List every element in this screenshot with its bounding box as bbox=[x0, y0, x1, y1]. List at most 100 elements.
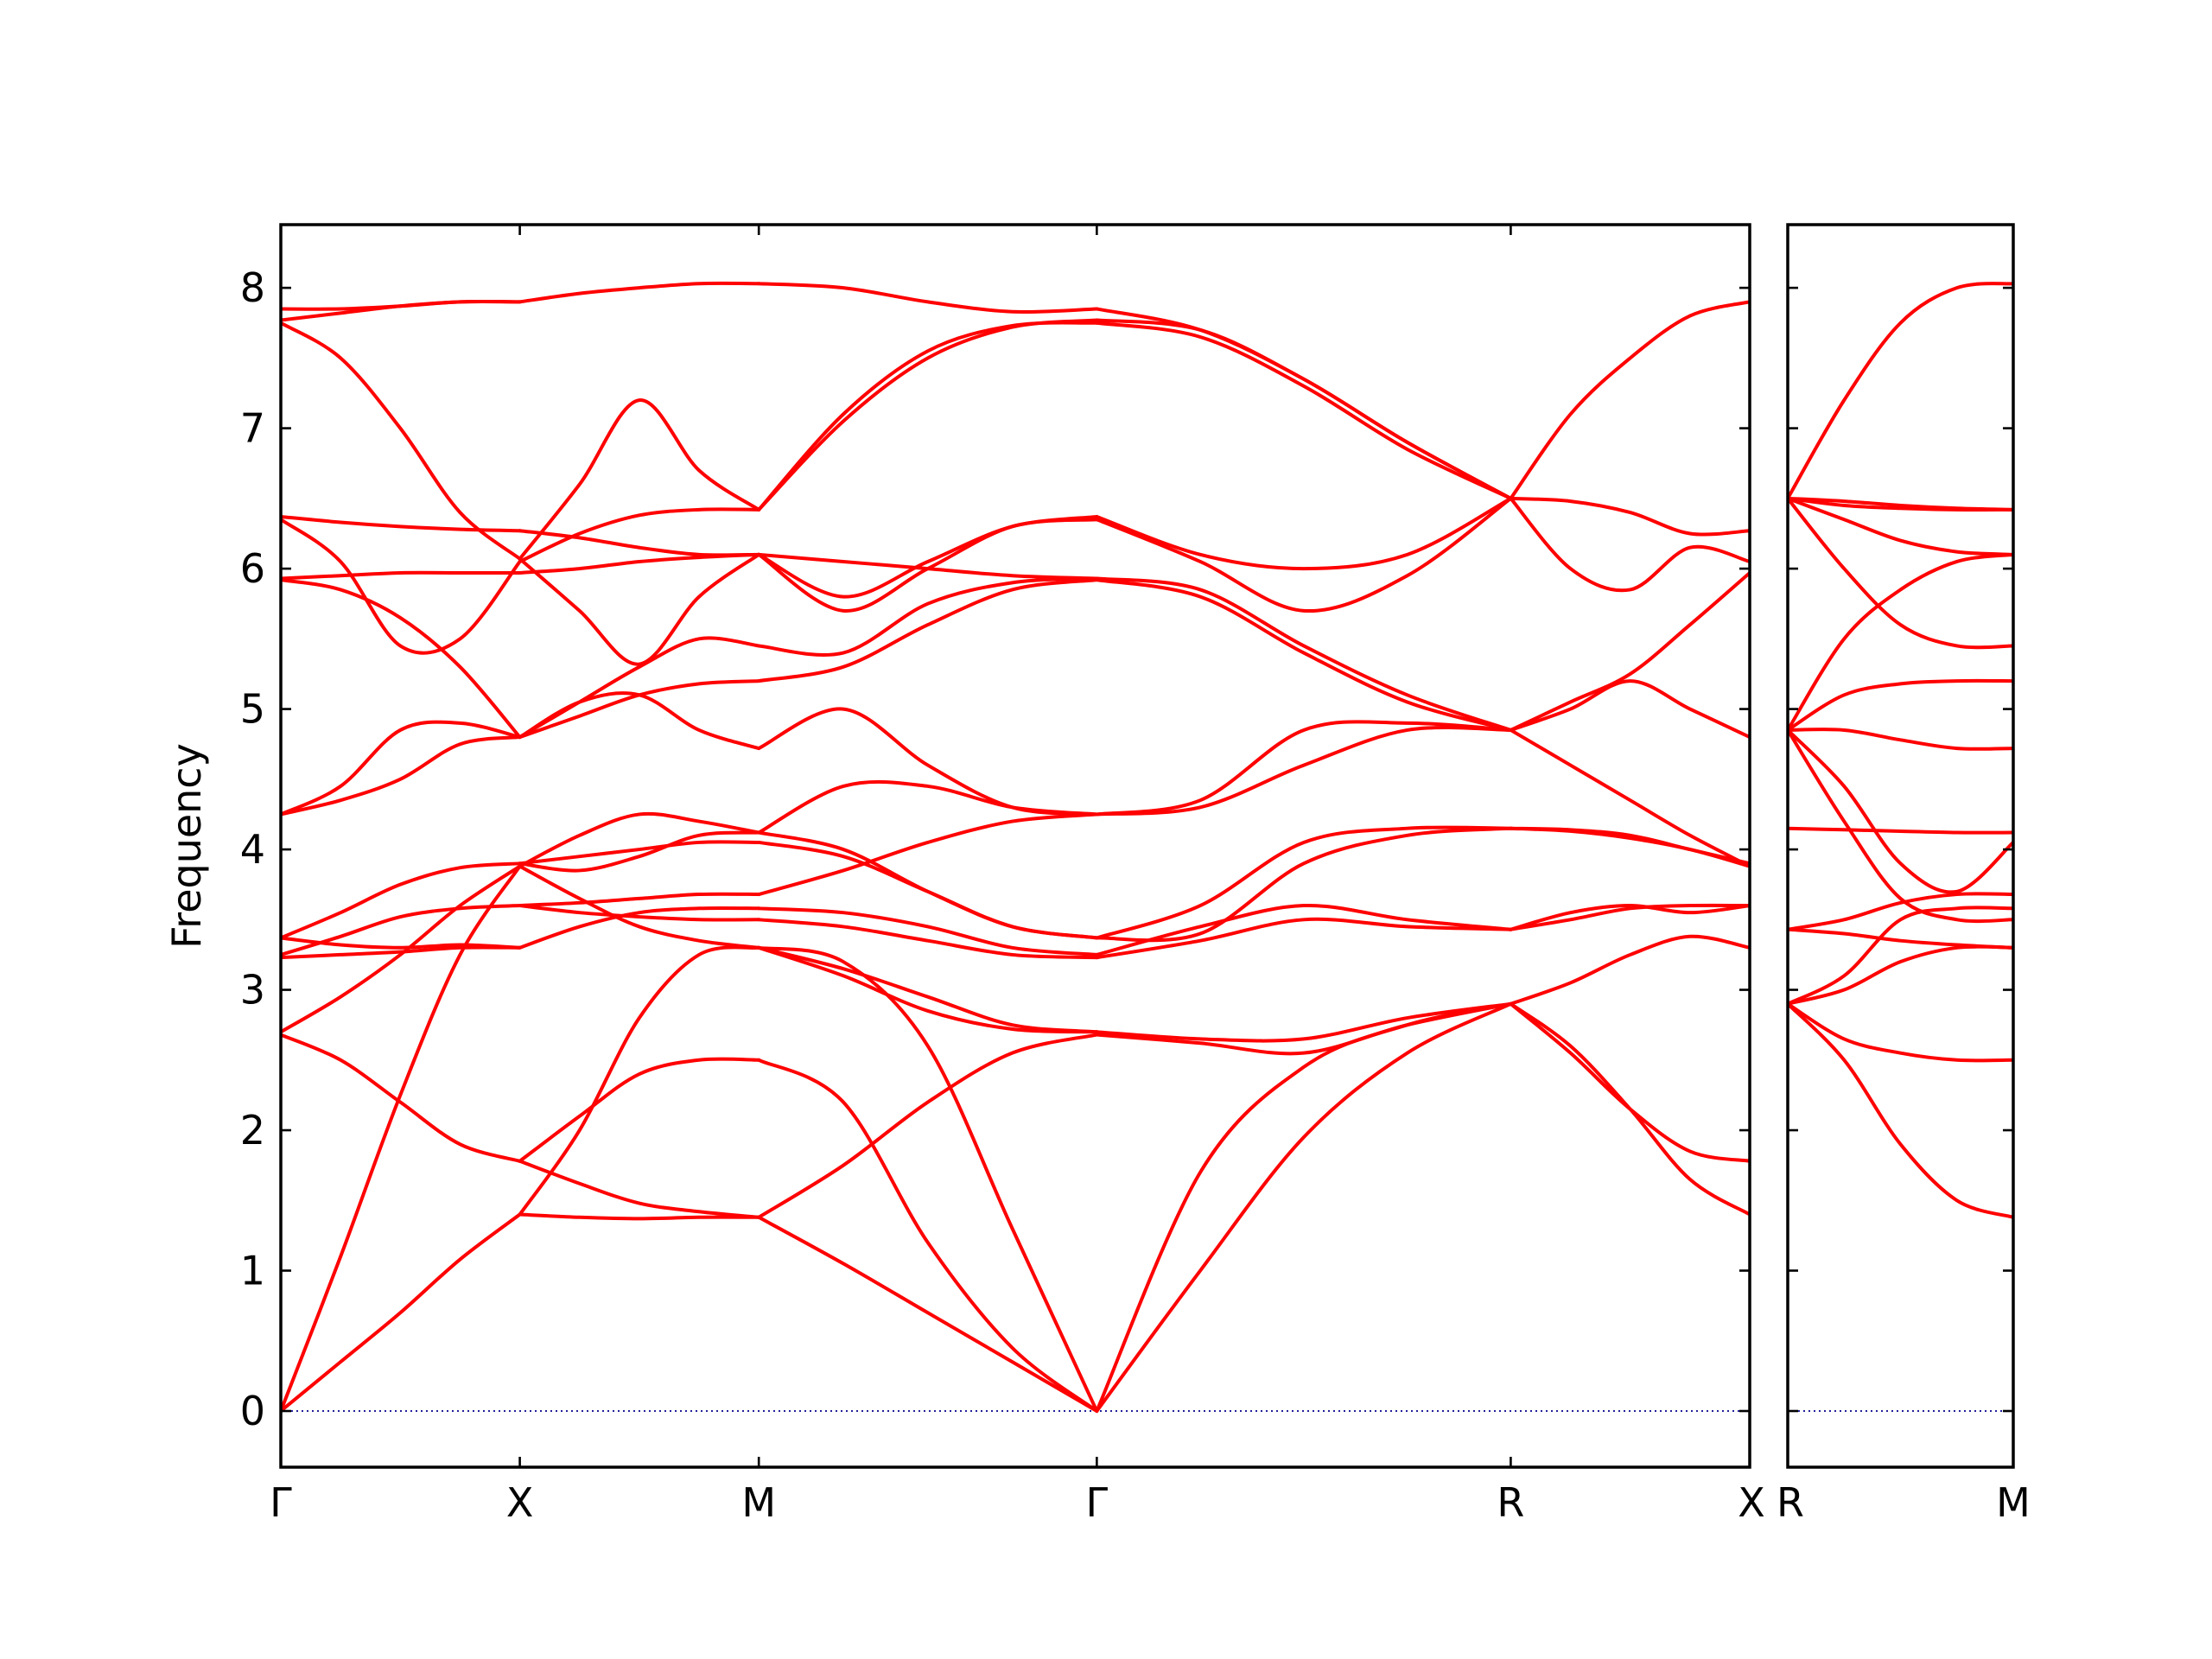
band-line-X-M-3 bbox=[518, 945, 761, 1217]
plot-frame bbox=[279, 223, 1751, 1469]
band-line-Γ-X-15 bbox=[281, 300, 522, 322]
y-tick-label: 0 bbox=[240, 1388, 265, 1434]
band-line-R-X-9 bbox=[1509, 570, 1750, 732]
band-line-R-M-7 bbox=[1788, 728, 2013, 924]
band-line-Γ-X-9 bbox=[281, 720, 522, 817]
band-line-R-M-12 bbox=[1788, 496, 2013, 650]
x-tick-label: R bbox=[1777, 1479, 1804, 1526]
band-line-Γ-X-11 bbox=[281, 570, 522, 581]
band-line-M-Γ-3 bbox=[757, 945, 1099, 1414]
y-tick-label: 7 bbox=[240, 405, 265, 452]
band-line-M-Γ-17 bbox=[757, 552, 1099, 581]
band-line-Γ-R-8 bbox=[1095, 725, 1513, 817]
band-line-X-M-4 bbox=[518, 864, 761, 950]
band-line-R-M-0 bbox=[1788, 1001, 2013, 1219]
y-axis-title: Frequency bbox=[163, 743, 210, 949]
band-line-Γ-X-16 bbox=[281, 300, 522, 311]
band-line-X-M-17 bbox=[518, 529, 761, 557]
x-tick-label: R bbox=[1497, 1479, 1524, 1526]
band-line-M-Γ-0 bbox=[757, 1215, 1099, 1414]
band-line-Γ-R-4 bbox=[1095, 917, 1513, 960]
band-line-M-Γ-15 bbox=[757, 518, 1099, 613]
band-line-Γ-R-0 bbox=[1095, 1001, 1513, 1414]
band-line-Γ-R-12 bbox=[1095, 496, 1513, 613]
band-line-R-X-7 bbox=[1509, 679, 1750, 740]
band-line-R-M-1 bbox=[1788, 1001, 2013, 1063]
band-line-X-M-0 bbox=[518, 1212, 761, 1221]
panel-main: 0 1 2 3 4 5 6 7 8 Γ X M Γ R X bbox=[240, 223, 1765, 1526]
band-line-R-M-2 bbox=[1788, 944, 2013, 1006]
band-line-Γ-X-2 bbox=[281, 1033, 522, 1163]
band-line-Γ-X-12 bbox=[281, 518, 522, 655]
band-line-Γ-R-11 bbox=[1095, 576, 1513, 732]
band-line-R-M-9 bbox=[1788, 728, 2013, 751]
band-line-R-X-4 bbox=[1509, 904, 1750, 931]
band-line-R-M-6 bbox=[1788, 826, 2013, 835]
band-line-R-M-5 bbox=[1788, 927, 2013, 950]
band-line-Γ-R-7 bbox=[1095, 826, 1513, 943]
band-line-R-X-6 bbox=[1509, 826, 1750, 866]
band-line-R-M-8 bbox=[1788, 728, 2013, 894]
band-line-Γ-X-13 bbox=[281, 514, 522, 533]
band-line-M-Γ-16 bbox=[757, 514, 1099, 599]
band-line-M-Γ-1 bbox=[757, 1058, 1099, 1414]
band-line-X-M-2 bbox=[518, 1057, 761, 1163]
band-line-R-M-15 bbox=[1788, 496, 2013, 512]
band-line-Γ-R-10 bbox=[1095, 578, 1513, 732]
band-line-R-X-1 bbox=[1509, 1001, 1750, 1217]
band-line-Γ-X-4 bbox=[281, 945, 522, 960]
x-tick-label: Γ bbox=[270, 1479, 292, 1526]
band-line-R-M-3 bbox=[1788, 906, 2013, 1006]
band-line-M-Γ-4 bbox=[757, 945, 1099, 1034]
band-line-Γ-X-10 bbox=[281, 578, 522, 740]
band-line-Γ-X-3 bbox=[281, 864, 522, 1034]
band-line-R-X-12 bbox=[1509, 300, 1750, 500]
x-tick-label: X bbox=[506, 1479, 534, 1526]
band-line-X-M-14 bbox=[518, 552, 761, 575]
bands-group bbox=[281, 281, 1750, 1414]
band-line-Γ-R-14 bbox=[1095, 321, 1513, 500]
x-tick-label: Γ bbox=[1086, 1479, 1109, 1526]
band-line-Γ-X-0 bbox=[281, 1212, 522, 1414]
band-line-Γ-X-6 bbox=[281, 861, 522, 940]
band-line-X-M-10 bbox=[518, 904, 761, 922]
band-line-R-X-10 bbox=[1509, 496, 1750, 593]
band-line-R-M-11 bbox=[1788, 552, 2013, 732]
y-tick-label: 5 bbox=[240, 686, 265, 733]
band-line-M-Γ-6 bbox=[757, 918, 1099, 960]
band-line-R-X-3 bbox=[1509, 903, 1750, 931]
y-tick-label: 6 bbox=[240, 545, 265, 592]
band-line-X-M-19 bbox=[518, 281, 761, 304]
band-line-M-Γ-14 bbox=[757, 576, 1099, 657]
band-line-X-M-11 bbox=[518, 679, 761, 740]
band-line-X-M-8 bbox=[518, 892, 761, 908]
x-tick-label: M bbox=[1996, 1479, 2031, 1526]
band-line-M-Γ-13 bbox=[757, 578, 1099, 683]
band-line-X-M-1 bbox=[518, 1159, 761, 1219]
y-tick-label: 2 bbox=[240, 1107, 265, 1154]
x-tick-label: X bbox=[1738, 1479, 1765, 1526]
y-tick-label: 3 bbox=[240, 967, 265, 1014]
band-line-Γ-R-2 bbox=[1095, 1001, 1513, 1056]
band-line-X-M-5 bbox=[518, 830, 761, 873]
y-tick-label: 4 bbox=[240, 826, 265, 873]
band-line-Γ-R-16 bbox=[1095, 307, 1513, 500]
band-line-M-Γ-12 bbox=[757, 707, 1099, 817]
band-line-X-M-6 bbox=[518, 811, 761, 868]
band-line-X-M-12 bbox=[518, 691, 761, 751]
band-line-M-Γ-20 bbox=[757, 282, 1099, 314]
band-line-Γ-R-9 bbox=[1095, 720, 1513, 817]
band-line-M-Γ-18 bbox=[757, 321, 1099, 512]
band-line-M-Γ-19 bbox=[757, 318, 1099, 512]
band-line-M-Γ-2 bbox=[757, 1033, 1099, 1219]
band-line-X-M-18 bbox=[518, 398, 761, 561]
band-line-R-M-16 bbox=[1788, 282, 2013, 500]
band-line-R-X-11 bbox=[1509, 496, 1750, 537]
band-line-R-M-13 bbox=[1788, 496, 2013, 556]
band-line-Γ-R-6 bbox=[1095, 825, 1513, 940]
band-line-R-X-8 bbox=[1509, 728, 1750, 868]
band-line-R-X-2 bbox=[1509, 934, 1750, 1006]
band-line-M-Γ-5 bbox=[757, 945, 1099, 1034]
band-line-R-M-10 bbox=[1788, 678, 2013, 732]
